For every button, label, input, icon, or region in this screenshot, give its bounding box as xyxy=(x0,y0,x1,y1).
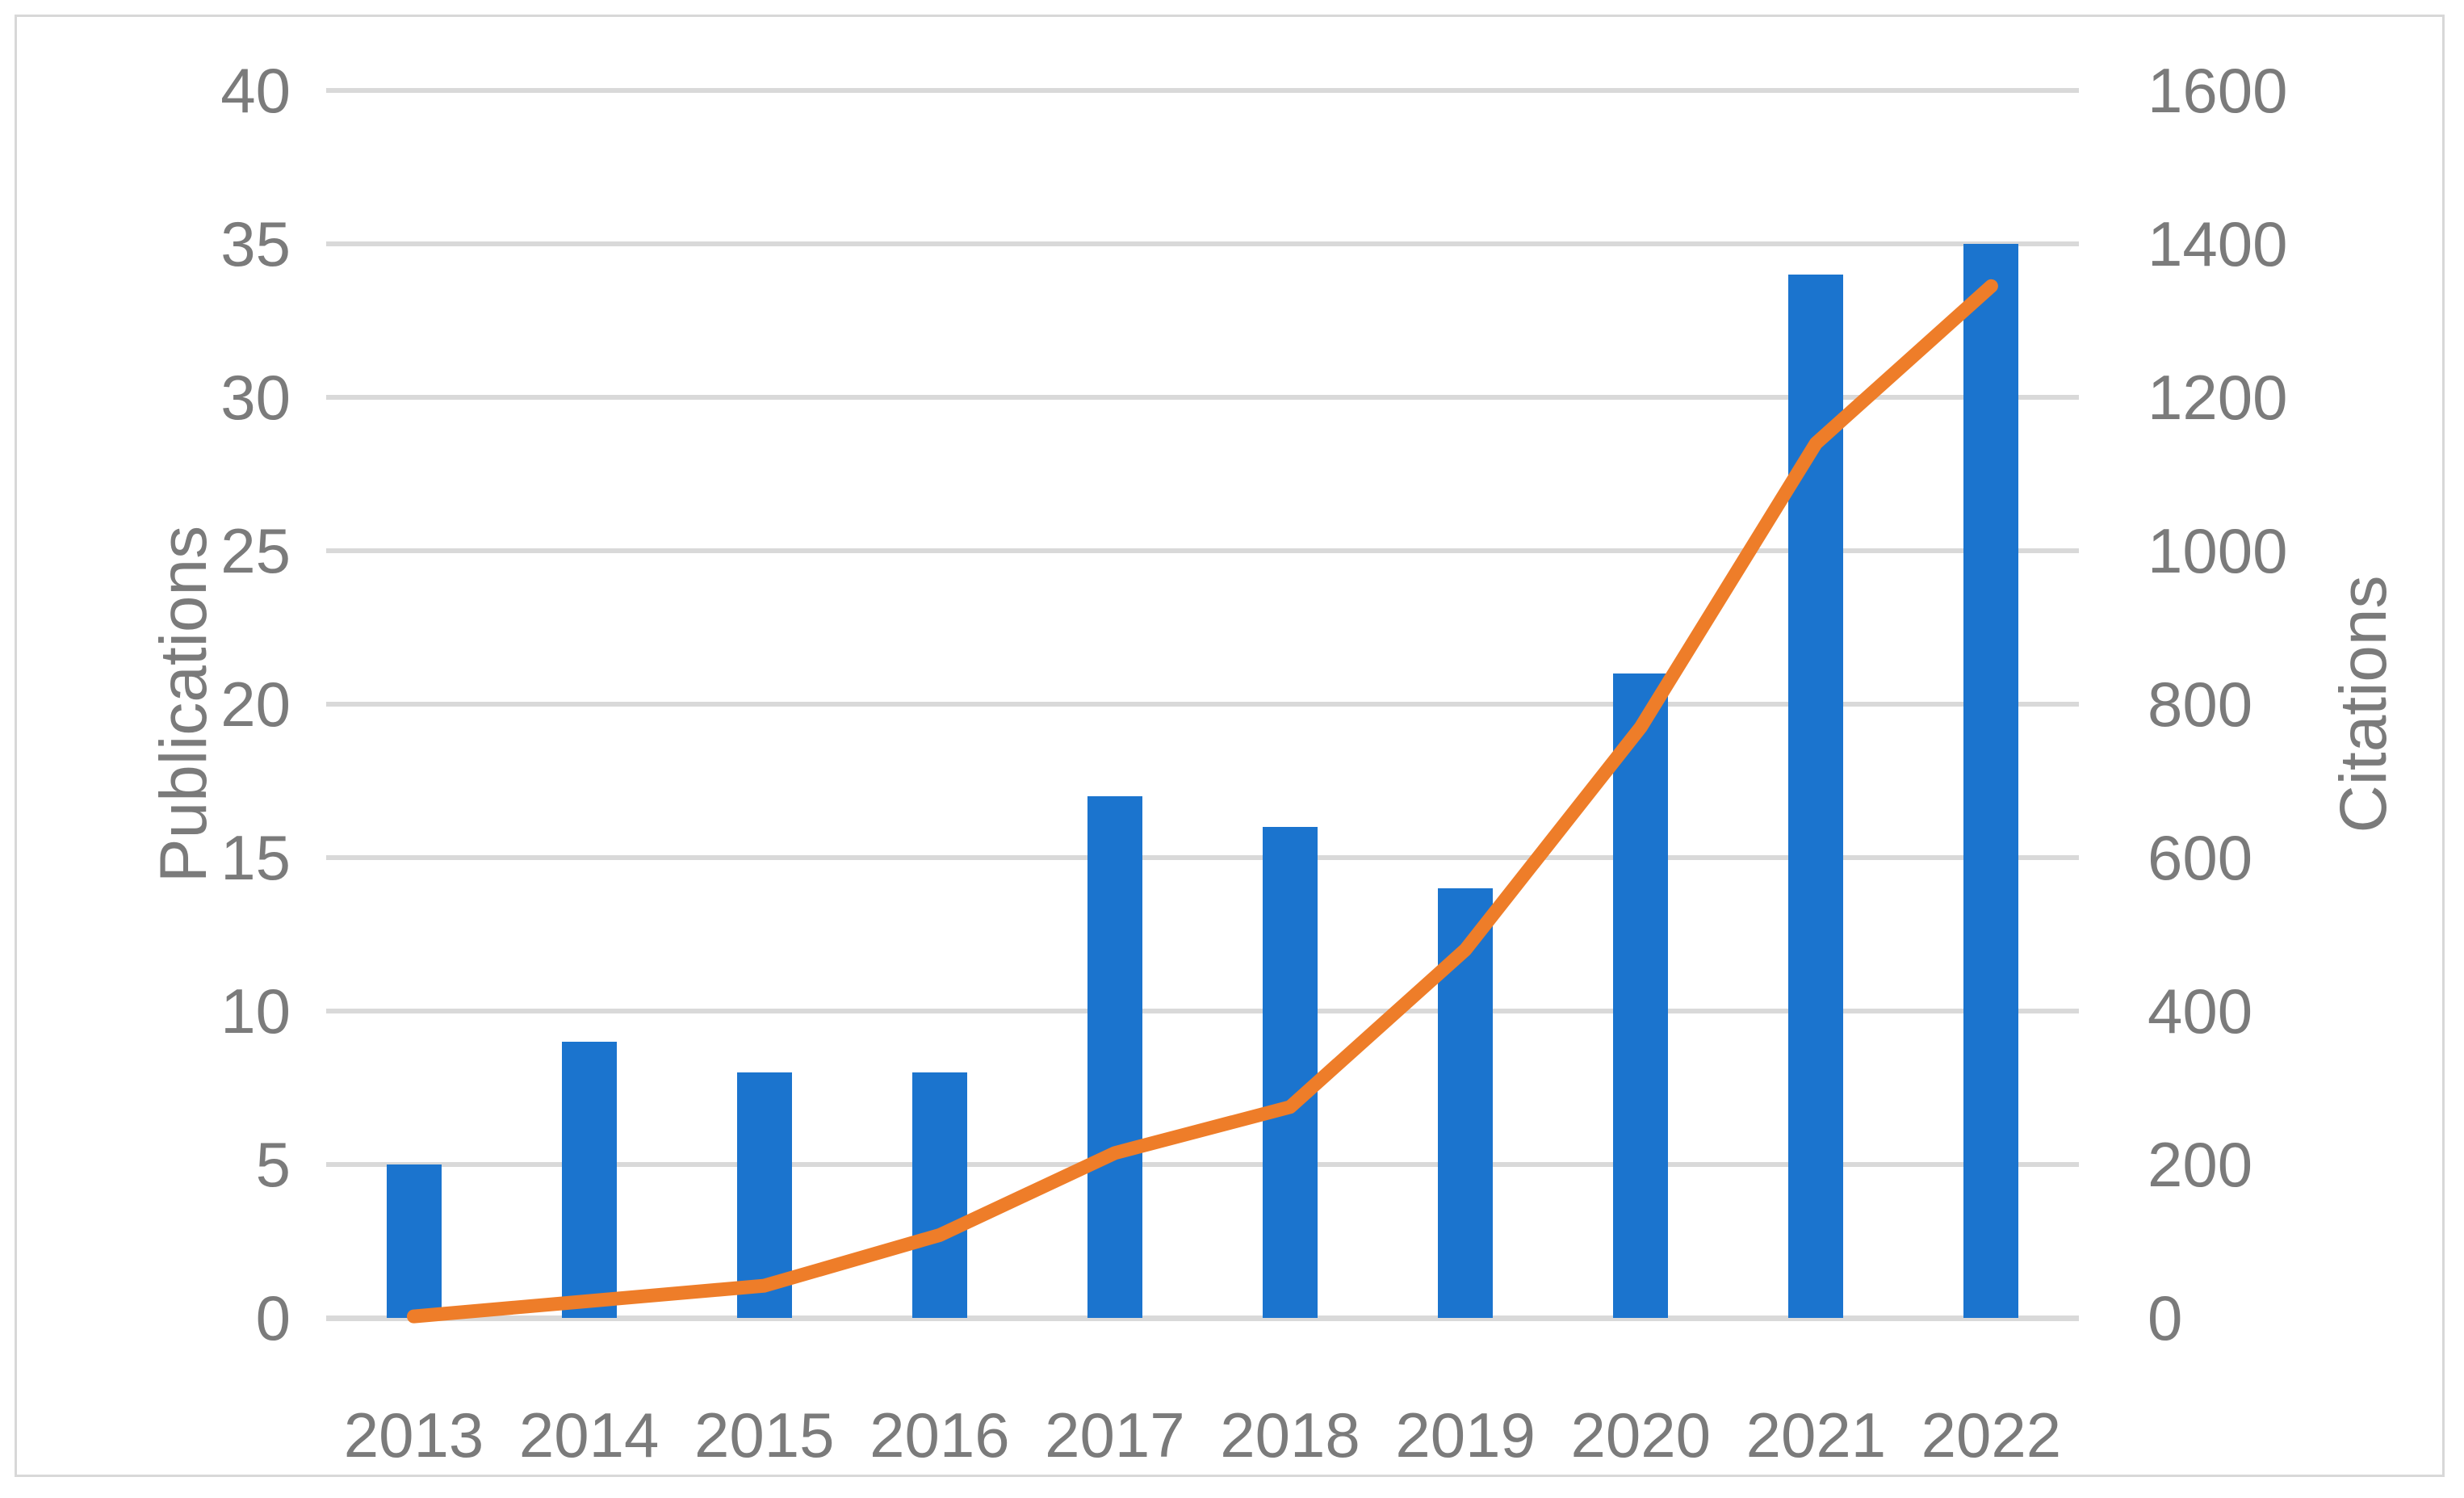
gridline xyxy=(326,395,2079,400)
left-axis-tick-label: 40 xyxy=(220,55,291,126)
left-axis-tick-label: 20 xyxy=(220,669,291,740)
year-label: 2020 xyxy=(1570,1399,1712,1471)
year-label: 2022 xyxy=(1921,1399,2062,1471)
gridline xyxy=(326,1162,2079,1167)
citations-line xyxy=(407,279,1998,1324)
left-axis-tick-label: 30 xyxy=(220,362,291,433)
left-axis-tick-label: 10 xyxy=(220,976,291,1047)
year-label: 2015 xyxy=(694,1399,835,1471)
year-label: 2018 xyxy=(1220,1399,1360,1471)
publications-bar xyxy=(386,1164,442,1318)
citations-line-layer xyxy=(407,279,1998,1324)
year-label: 2016 xyxy=(870,1399,1010,1471)
right-axis-tick-label: 200 xyxy=(2148,1129,2253,1200)
year-label: 2014 xyxy=(518,1399,660,1471)
publications-bar xyxy=(1963,244,2019,1318)
gridline xyxy=(326,548,2079,553)
left-axis-tick-label: 0 xyxy=(255,1282,291,1353)
gridline xyxy=(326,1009,2079,1013)
left-axis-tick-label: 35 xyxy=(220,208,291,279)
gridline xyxy=(326,702,2079,707)
left-axis-tick-label: 15 xyxy=(220,822,291,893)
year-label: 2019 xyxy=(1395,1399,1536,1471)
publications-bar xyxy=(1263,827,1318,1318)
right-axis-tick-label: 1400 xyxy=(2148,208,2288,279)
gridline xyxy=(326,855,2079,860)
left-axis-tick-label: 5 xyxy=(255,1129,291,1200)
right-axis-tick-label: 0 xyxy=(2148,1282,2183,1353)
right-axis-tick-label: 800 xyxy=(2148,669,2253,740)
publications-bar xyxy=(1087,796,1142,1318)
right-axis-tick-label: 1600 xyxy=(2148,55,2288,126)
year-label: 2017 xyxy=(1045,1399,1185,1471)
plot-area xyxy=(326,88,2079,1324)
left-axis-tick-label: 25 xyxy=(220,515,291,586)
gridline xyxy=(326,1315,2079,1321)
right-axis-tick-label: 600 xyxy=(2148,822,2253,893)
gridline xyxy=(326,241,2079,246)
year-label: 2013 xyxy=(343,1399,484,1471)
publications-bar xyxy=(561,1042,617,1318)
right-axis-tick-label: 400 xyxy=(2148,976,2253,1047)
publications-bar xyxy=(1613,673,1669,1318)
year-label: 2021 xyxy=(1745,1399,1887,1471)
gridline xyxy=(326,88,2079,93)
publications-bar xyxy=(911,1072,967,1318)
right-axis-tick-label: 1000 xyxy=(2148,515,2288,586)
right-axis-tick-label: 1200 xyxy=(2148,362,2288,433)
